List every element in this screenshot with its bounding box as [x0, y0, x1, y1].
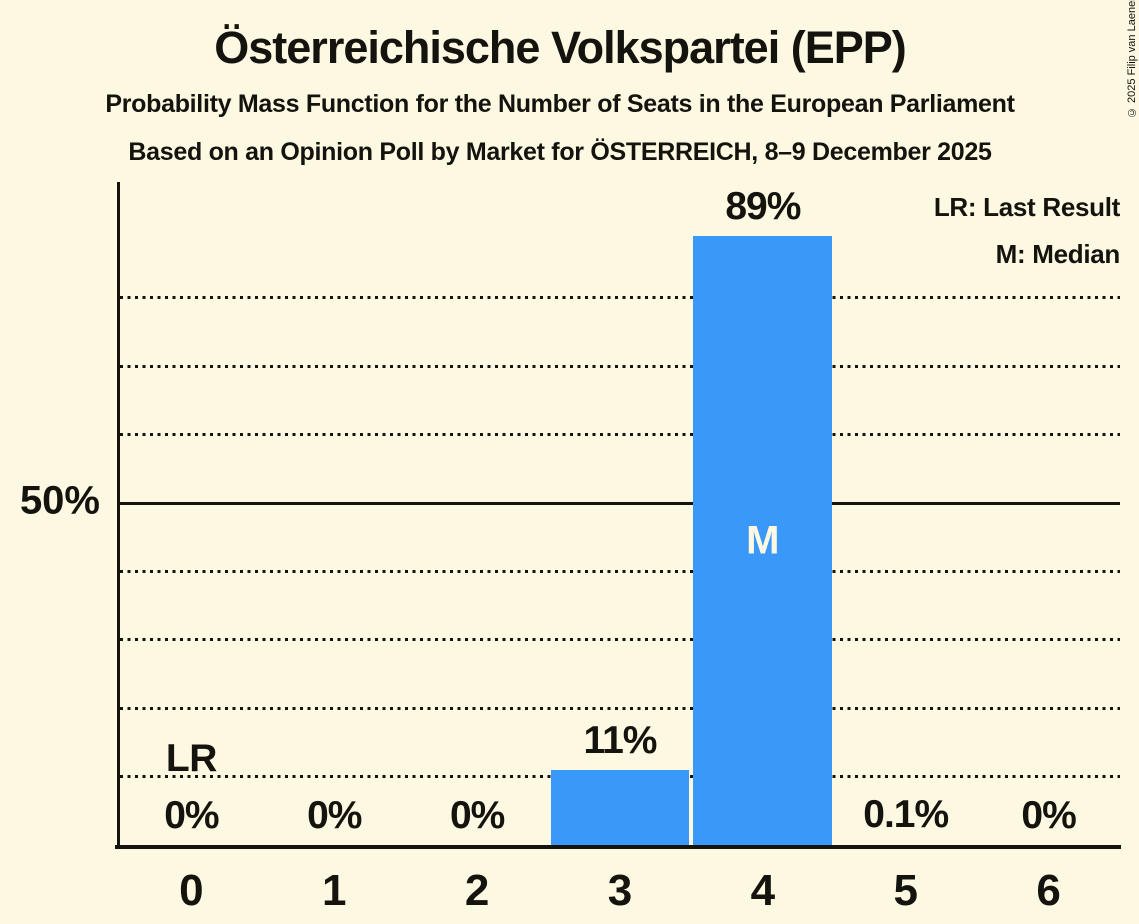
x-axis-label-0: 0 [179, 866, 204, 915]
value-label-seat-6: 0% [1021, 794, 1076, 837]
gridline-60pct [120, 433, 1120, 437]
chart-title: Österreichische Volkspartei (EPP) [214, 22, 906, 73]
gridline-70pct [120, 364, 1120, 368]
chart-source-line: Based on an Opinion Poll by Market for Ö… [128, 138, 992, 166]
x-axis-label-3: 3 [607, 866, 633, 915]
y-axis-tick-50: 50% [19, 478, 100, 523]
gridline-80pct [120, 296, 1120, 300]
x-axis-label-5: 5 [893, 866, 918, 915]
median-marker: M [746, 518, 780, 563]
legend-median: M: Median [995, 239, 1121, 269]
gridline-40pct [120, 569, 1120, 573]
value-label-seat-1: 0% [307, 794, 362, 837]
x-axis-label-1: 1 [322, 866, 347, 915]
copyright-notice: © 2025 Filip van Laenen [1126, 0, 1138, 118]
value-label-seat-0: 0% [164, 794, 219, 837]
value-label-seat-2: 0% [449, 794, 505, 837]
last-result-marker: LR [165, 737, 218, 780]
x-axis-label-6: 6 [1036, 866, 1061, 915]
bar-seat-4 [693, 236, 833, 845]
gridline-30pct [120, 638, 1120, 642]
bar-seat-3 [550, 769, 690, 845]
x-axis-label-4: 4 [750, 866, 776, 915]
y-axis-line [117, 182, 120, 849]
x-axis-line [115, 845, 1121, 849]
gridline-50pct-solid [120, 501, 1120, 505]
value-label-seat-5: 0.1% [863, 793, 949, 837]
chart-legend: LR: Last Result M: Median [934, 184, 1120, 278]
value-label-seat-3: 11% [583, 718, 658, 762]
gridline-20pct [120, 706, 1120, 710]
value-label-seat-4: 89% [725, 185, 801, 229]
legend-last-result: LR: Last Result [933, 192, 1120, 222]
x-axis-label-2: 2 [464, 866, 490, 915]
chart-subtitle: Probability Mass Function for the Number… [105, 90, 1015, 118]
